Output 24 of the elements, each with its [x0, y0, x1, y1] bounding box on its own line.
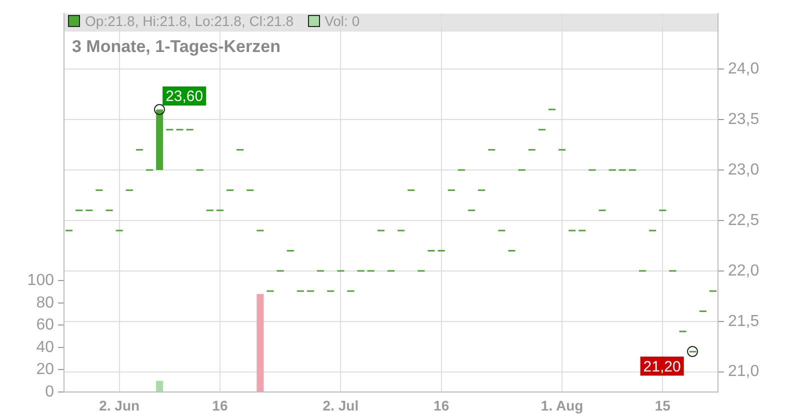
text: 3 Monate, 1-Tages-Kerzen [72, 37, 280, 57]
x-tick-label: 15 [654, 397, 671, 414]
y2-tick-label: 0 [45, 383, 54, 400]
y-tick-label: 21,5 [728, 312, 760, 330]
x-tick-label: 2. Jun [99, 397, 140, 414]
y-tick-label: 22,5 [728, 212, 760, 229]
y2-tick-label: 100 [27, 272, 54, 290]
legend-label: Vol: 0 [324, 13, 360, 29]
x-tick-label: 16 [212, 397, 228, 414]
y-tick-label: 21,0 [728, 363, 760, 380]
annotation: 21,20 [643, 358, 681, 376]
x-tick-label: 2. Jul [322, 397, 359, 414]
y-tick-label: 24,0 [728, 60, 760, 78]
y2-tick-label: 60 [36, 316, 54, 334]
y-tick-label: 23,5 [728, 110, 760, 128]
x-tick-label: 1. Aug [540, 397, 584, 414]
y-tick-label: 22,0 [728, 262, 760, 280]
y2-tick-label: 80 [36, 294, 54, 312]
y2-tick-label: 40 [36, 338, 54, 356]
y-tick-label: 23,0 [728, 161, 760, 178]
x-tick-label: 16 [434, 397, 450, 414]
y2-tick-label: 20 [36, 361, 54, 378]
annotation: 23,60 [166, 88, 204, 106]
legend-label: Op:21.8, Hi:21.8, Lo:21.8, Cl:21.8 [85, 13, 294, 29]
